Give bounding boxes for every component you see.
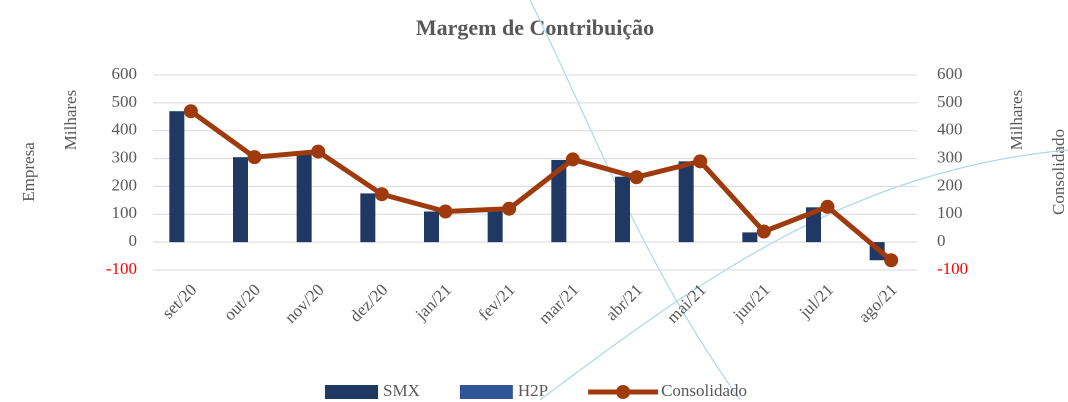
- y-tick-label: 500: [112, 92, 138, 111]
- line-point: [311, 144, 326, 159]
- y-tick-label: 0: [129, 231, 138, 250]
- line-point: [693, 154, 708, 169]
- y2-tick-label: 600: [937, 64, 963, 83]
- bar: [296, 151, 312, 243]
- legend-label: Consolidado: [661, 381, 747, 400]
- legend-label: SMX: [383, 381, 420, 400]
- legend-swatch: [459, 385, 513, 399]
- x-tick-label: set/20: [158, 280, 200, 322]
- y2-tick-label: 300: [937, 147, 963, 166]
- decoration: [539, 149, 1068, 401]
- line-point: [183, 104, 198, 119]
- x-tick-label: jan/21: [411, 280, 455, 324]
- y2-tick-label: -100: [937, 259, 968, 278]
- x-tick-label: out/20: [220, 280, 264, 324]
- y-tick-label: 400: [112, 120, 138, 139]
- y-axis-label: Milhares: [61, 90, 80, 150]
- y2-tick-label: 0: [937, 231, 946, 250]
- y-tick-label: 300: [112, 147, 138, 166]
- bar: [233, 157, 248, 243]
- bar: [742, 232, 758, 243]
- line-point: [629, 170, 644, 185]
- bar: [487, 208, 503, 243]
- y2-tick-label: 400: [937, 120, 963, 139]
- x-tick-label: fev/21: [475, 280, 519, 324]
- bar: [551, 159, 567, 243]
- chart-title: Margem de Contribuição: [416, 15, 654, 40]
- y2-tick-label: 500: [937, 92, 963, 111]
- y2-tick-label: 100: [937, 203, 963, 222]
- bar: [424, 211, 439, 243]
- line-point: [756, 224, 771, 239]
- y2-axis-label: Milhares: [1007, 90, 1026, 150]
- y-tick-label: 200: [112, 175, 138, 194]
- x-tick-label: ago/21: [855, 280, 901, 326]
- line-point: [820, 199, 835, 214]
- y-tick-label: -100: [106, 259, 137, 278]
- y-axis-label: Empresa: [19, 142, 38, 202]
- x-tick-label: mar/21: [535, 280, 582, 327]
- y-tick-label: 600: [112, 64, 138, 83]
- y-tick-label: 100: [112, 203, 138, 222]
- x-tick-label: jul/21: [795, 280, 837, 322]
- x-tick-label: dez/20: [346, 280, 391, 325]
- y2-axis-label: Consolidado: [1049, 129, 1068, 215]
- x-tick-label: nov/20: [281, 280, 328, 327]
- legend-label: H2P: [518, 381, 548, 400]
- line-point: [565, 152, 580, 167]
- bar: [678, 161, 694, 243]
- y2-tick-label: 200: [937, 175, 963, 194]
- bar: [615, 176, 630, 243]
- line: [189, 109, 893, 263]
- legend-swatch: [325, 385, 378, 399]
- line-point: [884, 253, 899, 268]
- x-tick-label: jun/21: [729, 280, 774, 325]
- line-point: [374, 187, 389, 202]
- legend-swatch: [616, 385, 631, 399]
- x-tick-label: abr/21: [602, 280, 646, 324]
- line-point: [438, 204, 453, 219]
- bar: [360, 193, 376, 243]
- bar: [169, 111, 185, 243]
- line-point: [247, 150, 262, 165]
- line-point: [502, 201, 517, 216]
- x-tick-label: mai/21: [663, 280, 710, 327]
